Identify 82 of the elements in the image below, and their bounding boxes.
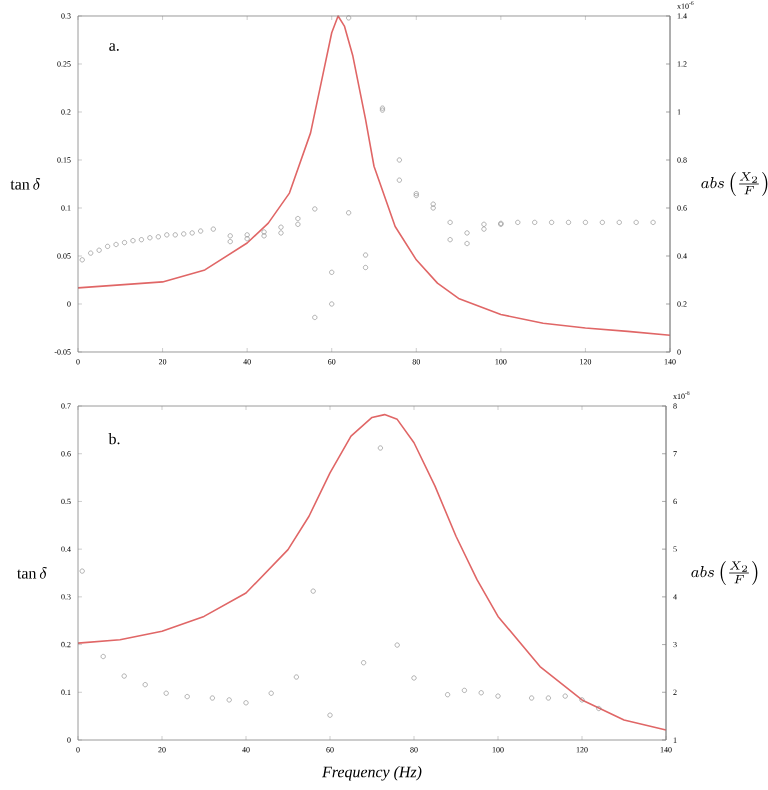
point [396, 157, 402, 163]
point [579, 697, 585, 703]
point [394, 642, 400, 648]
point [278, 224, 284, 230]
point [130, 238, 136, 244]
point [278, 230, 284, 236]
point [310, 588, 316, 594]
point [210, 226, 216, 232]
y-axis-title: $\tan\delta$ [10, 178, 41, 190]
line-series [77, 413, 667, 731]
point [377, 445, 383, 451]
point [295, 221, 301, 227]
point [244, 236, 250, 242]
point [464, 230, 470, 236]
point [447, 237, 453, 243]
point [184, 694, 190, 700]
point [293, 674, 299, 680]
point [163, 690, 169, 696]
point [105, 243, 111, 249]
point [481, 226, 487, 232]
point [361, 660, 367, 666]
point [562, 693, 568, 699]
point [650, 219, 656, 225]
point [244, 232, 250, 238]
point [566, 219, 572, 225]
point [478, 690, 484, 696]
point [445, 692, 451, 698]
point [329, 269, 335, 275]
point [529, 695, 535, 701]
point [189, 230, 195, 236]
point [363, 265, 369, 271]
point [599, 219, 605, 225]
point [461, 687, 467, 693]
point [447, 219, 453, 225]
point [113, 241, 119, 247]
point [582, 219, 588, 225]
point [515, 219, 521, 225]
y-axis-title: $\tan\delta$ [17, 567, 47, 579]
point [172, 232, 178, 238]
point [545, 695, 551, 701]
point [261, 229, 267, 235]
point [243, 700, 249, 706]
point [226, 697, 232, 703]
point [312, 314, 318, 320]
point [346, 210, 352, 216]
point [481, 221, 487, 227]
line-series [77, 15, 671, 336]
point [346, 15, 352, 21]
point [295, 216, 301, 222]
point [633, 219, 639, 225]
point [155, 234, 161, 240]
point [312, 206, 318, 212]
point [96, 247, 102, 253]
point [495, 693, 501, 699]
point [209, 695, 215, 701]
point [430, 205, 436, 211]
point [549, 219, 555, 225]
point [147, 235, 153, 241]
point [616, 219, 622, 225]
point [181, 231, 187, 237]
point [329, 301, 335, 307]
point [198, 228, 204, 234]
point [79, 568, 85, 574]
point [138, 237, 144, 243]
point [227, 239, 233, 245]
point [142, 682, 148, 688]
point [411, 675, 417, 681]
point [532, 219, 538, 225]
point [396, 177, 402, 183]
point [88, 250, 94, 256]
point [464, 241, 470, 247]
point [121, 673, 127, 679]
point [79, 257, 85, 263]
y2-axis-title: $abs\left(\frac{X_2}{F}\right)$ [691, 561, 758, 585]
point [227, 233, 233, 239]
point [363, 252, 369, 258]
y2-axis-title: $abs\left(\frac{X_2}{F}\right)$ [701, 172, 768, 196]
point [268, 690, 274, 696]
point [261, 233, 267, 239]
point [430, 201, 436, 207]
point [327, 712, 333, 718]
point [164, 232, 170, 238]
